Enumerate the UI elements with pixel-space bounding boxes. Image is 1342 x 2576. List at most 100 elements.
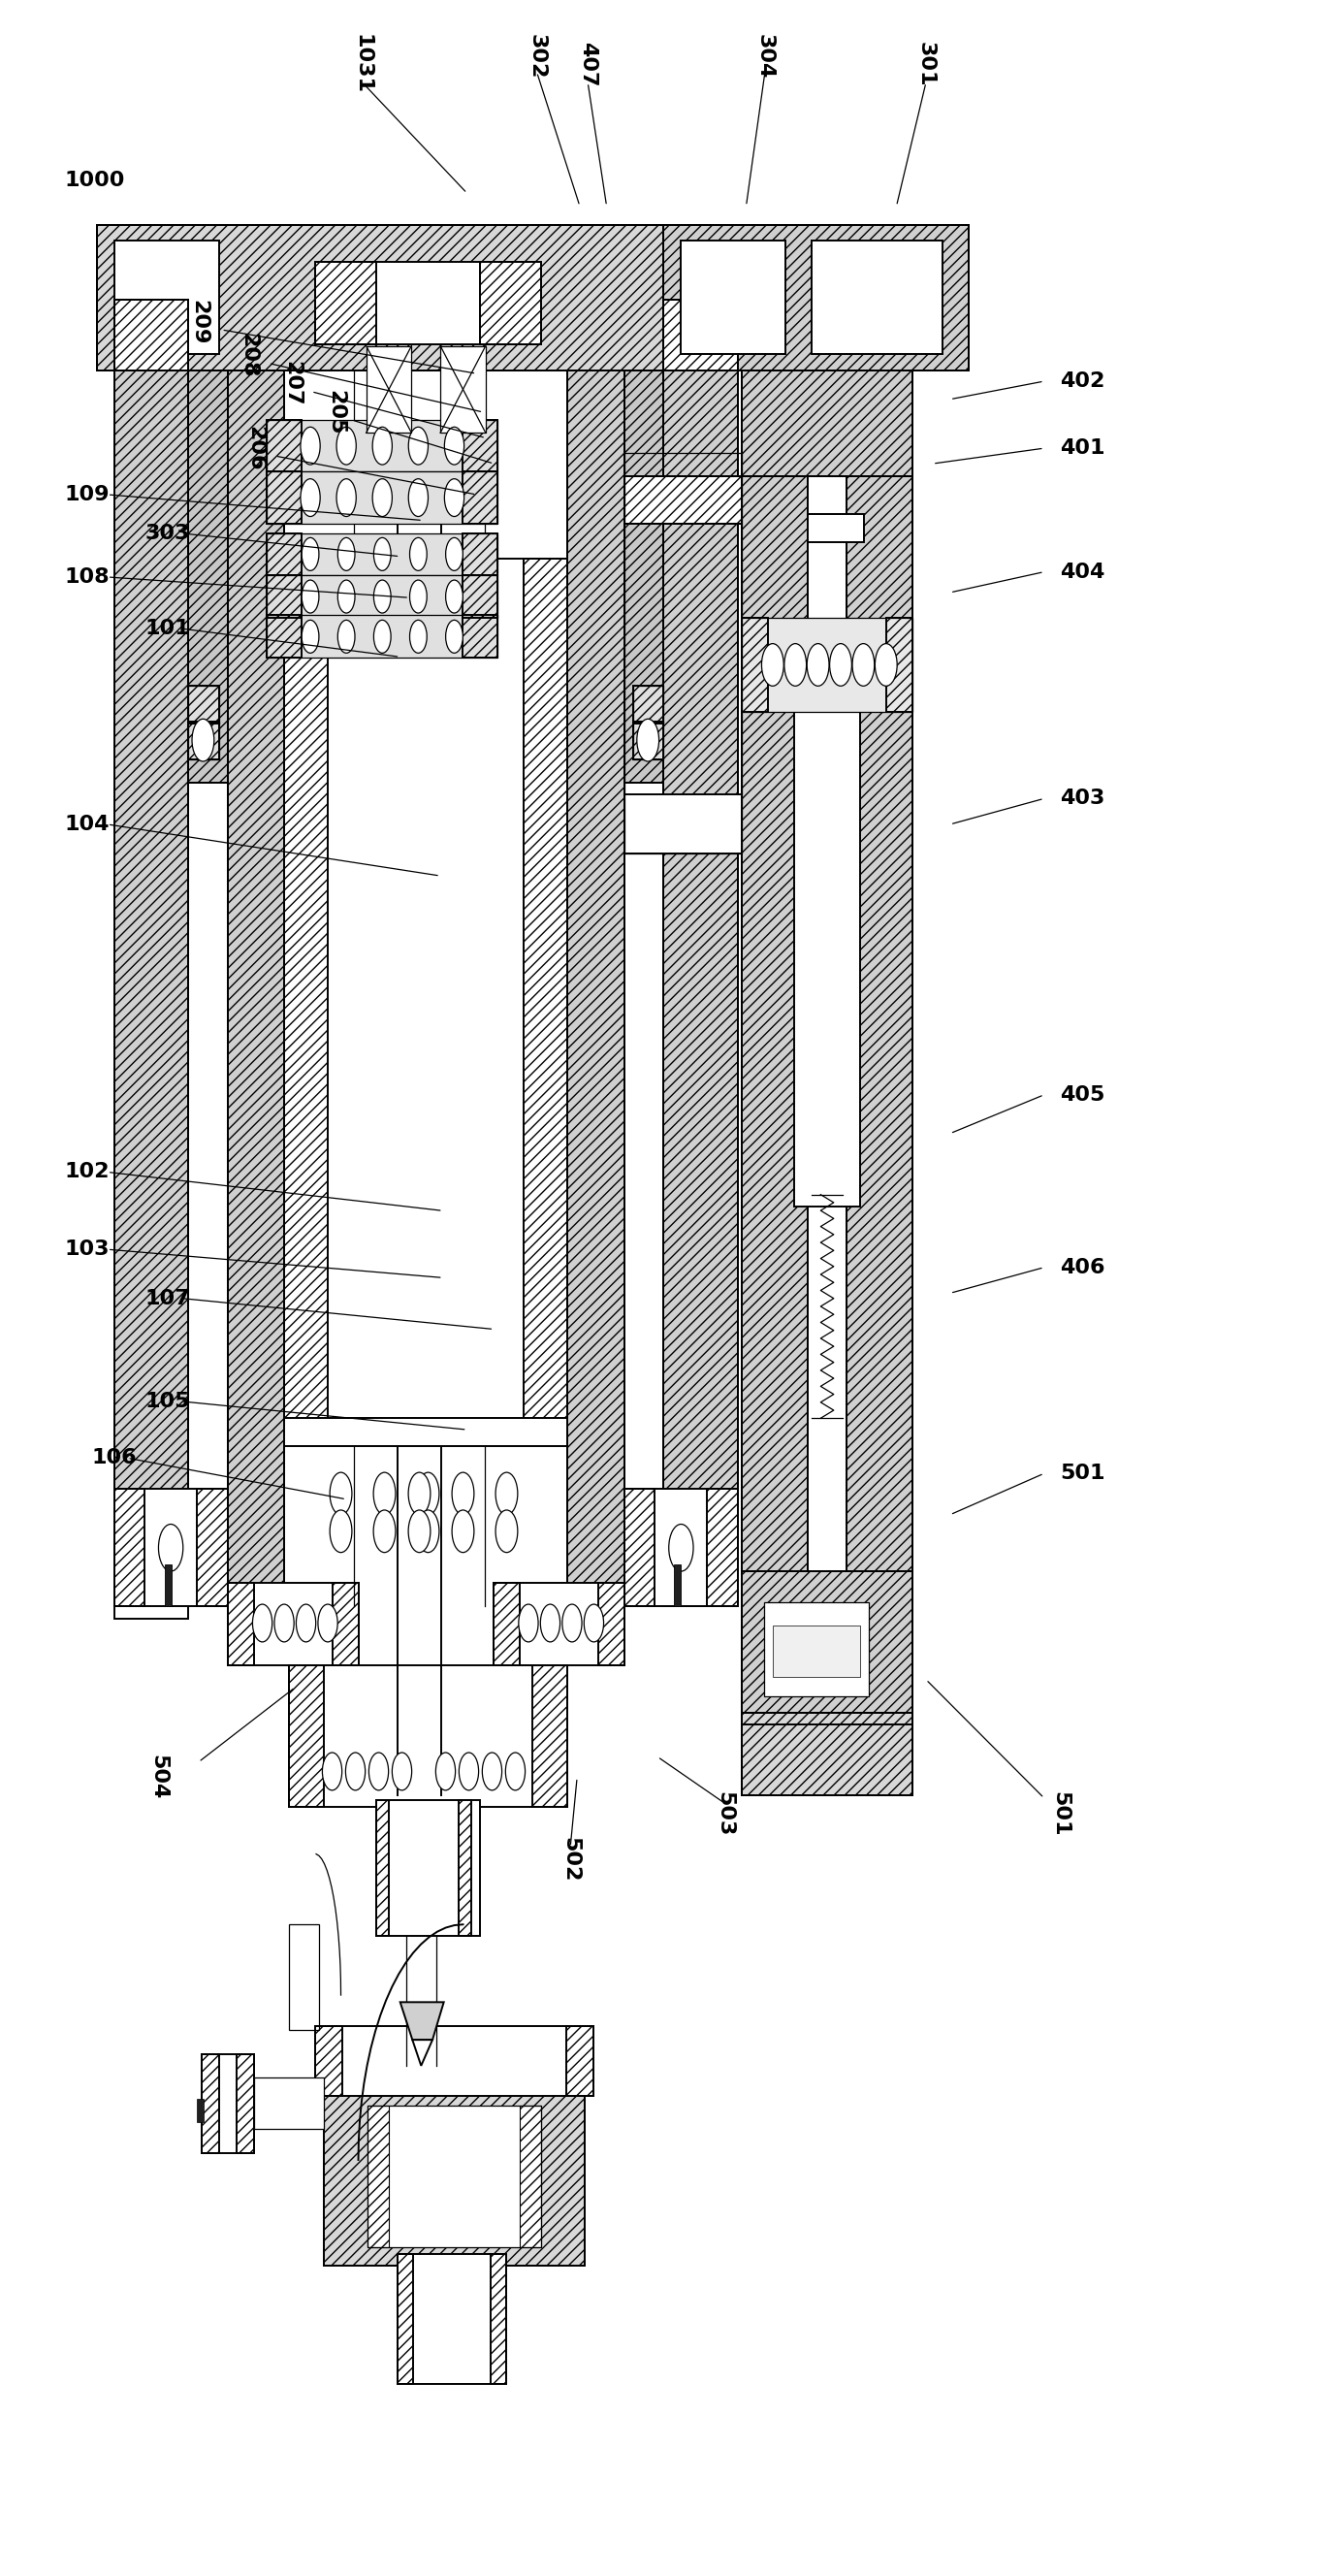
Bar (227, 1584, 358, 1667)
Bar (459, 1801, 471, 1937)
Text: 502: 502 (561, 1837, 580, 1883)
Bar (742, 371, 808, 1607)
Bar (812, 242, 942, 353)
Circle shape (274, 1605, 294, 1641)
Circle shape (408, 1510, 431, 1553)
Bar (197, 2099, 204, 2123)
Text: 208: 208 (239, 332, 258, 379)
Circle shape (301, 428, 321, 464)
Bar (114, 1558, 188, 1618)
Circle shape (417, 1473, 439, 1515)
Bar (742, 1571, 913, 1723)
Polygon shape (412, 2040, 432, 2066)
Bar (494, 1584, 519, 1667)
Circle shape (252, 1605, 272, 1641)
Bar (480, 263, 541, 345)
Bar (440, 345, 486, 433)
Bar (114, 242, 219, 353)
Circle shape (408, 1473, 431, 1515)
Bar (707, 1489, 738, 1607)
Bar (568, 371, 624, 1607)
Bar (114, 371, 188, 1607)
Bar (663, 371, 738, 1607)
Circle shape (495, 1510, 518, 1553)
Circle shape (446, 580, 463, 613)
Bar (886, 618, 913, 711)
Bar (376, 1801, 389, 1937)
Circle shape (337, 479, 356, 515)
Bar (742, 371, 913, 477)
Bar (663, 224, 969, 371)
Circle shape (541, 1605, 560, 1641)
Bar (624, 371, 663, 783)
Text: 108: 108 (64, 567, 110, 587)
Bar (463, 533, 498, 574)
Bar (624, 477, 742, 523)
Bar (267, 616, 498, 657)
Bar (289, 1667, 323, 1806)
Bar (285, 1419, 568, 1448)
Bar (624, 1489, 738, 1607)
Circle shape (562, 1605, 582, 1641)
Bar (366, 345, 412, 433)
Circle shape (506, 1752, 525, 1790)
Circle shape (373, 428, 392, 464)
Bar (289, 1924, 319, 2030)
Bar (267, 616, 302, 657)
Bar (267, 533, 498, 574)
Circle shape (408, 479, 428, 515)
Bar (227, 371, 285, 1607)
Bar (808, 371, 847, 1607)
Text: 106: 106 (91, 1448, 137, 1468)
Circle shape (373, 621, 391, 654)
Text: 103: 103 (64, 1239, 110, 1260)
Circle shape (409, 621, 427, 654)
Bar (519, 2105, 541, 2246)
Bar (463, 420, 498, 471)
Bar (114, 1489, 227, 1607)
Circle shape (444, 428, 464, 464)
Bar (624, 371, 663, 783)
Circle shape (297, 1605, 315, 1641)
Bar (663, 299, 738, 371)
Bar (633, 721, 663, 760)
Text: 109: 109 (64, 484, 110, 505)
Circle shape (301, 479, 321, 515)
Text: 304: 304 (756, 33, 774, 80)
Text: 303: 303 (145, 523, 191, 544)
Text: 504: 504 (149, 1754, 168, 1801)
Bar (682, 242, 786, 353)
Bar (188, 685, 219, 724)
Bar (847, 371, 913, 1607)
Bar (314, 2025, 342, 2097)
Bar (289, 1667, 568, 1806)
Bar (236, 2053, 254, 2154)
Circle shape (518, 1605, 538, 1641)
Bar (742, 1571, 913, 1723)
Circle shape (373, 1510, 396, 1553)
Bar (333, 1584, 358, 1667)
Circle shape (417, 1510, 439, 1553)
Text: 209: 209 (189, 299, 208, 345)
Bar (366, 2105, 389, 2246)
Circle shape (373, 479, 392, 515)
Text: 105: 105 (145, 1391, 191, 1412)
Circle shape (373, 580, 391, 613)
Text: 1031: 1031 (353, 33, 372, 95)
Bar (114, 299, 188, 371)
Polygon shape (400, 2002, 444, 2040)
Text: 503: 503 (715, 1790, 734, 1837)
Bar (114, 1489, 145, 1607)
Bar (267, 574, 498, 618)
Bar (188, 371, 227, 783)
Bar (188, 685, 219, 724)
Bar (742, 618, 768, 711)
Bar (201, 2053, 219, 2154)
Circle shape (829, 644, 852, 685)
Circle shape (373, 538, 391, 572)
Bar (742, 371, 808, 1607)
Bar (227, 371, 285, 1607)
Bar (254, 2076, 323, 2130)
Bar (267, 533, 302, 574)
Circle shape (302, 538, 319, 572)
